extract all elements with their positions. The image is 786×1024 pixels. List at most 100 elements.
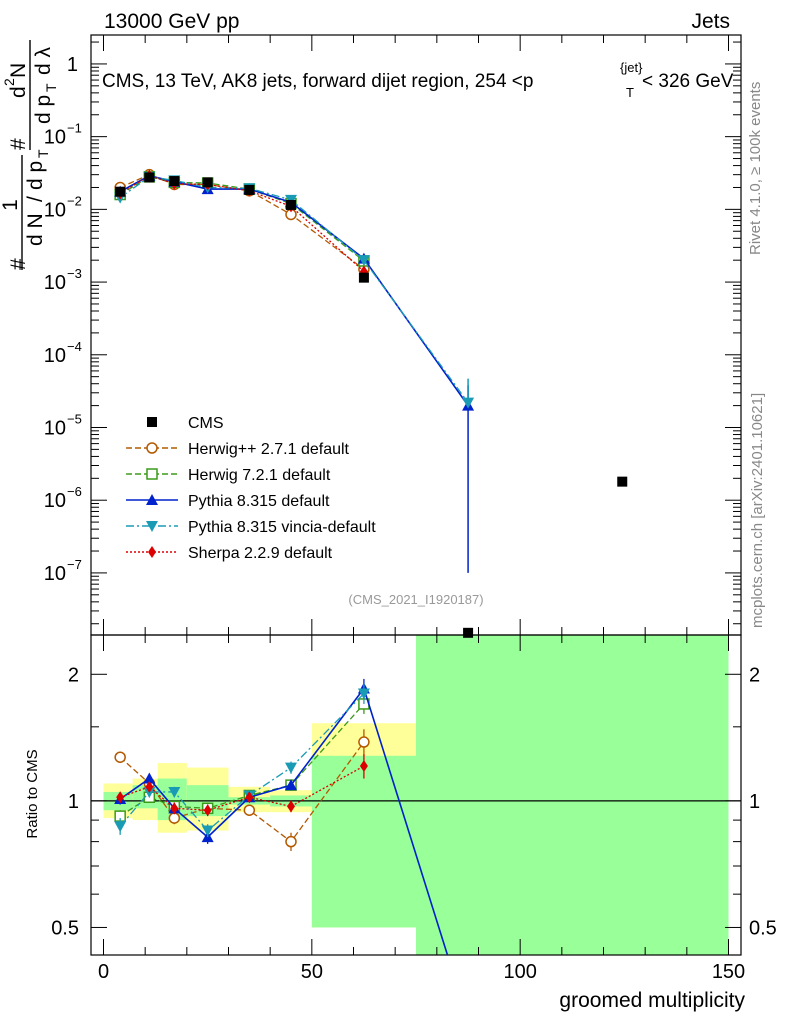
ratio-point-Herwig++ — [358, 736, 370, 748]
legend-marker-CMS — [147, 417, 157, 427]
series-line-Sherpa — [119, 175, 365, 272]
ylabel-hash-num: # — [7, 138, 30, 150]
data-point-CMS — [463, 627, 474, 638]
ratio-axes-box — [90, 634, 742, 956]
ylabel-slash: / — [24, 196, 47, 202]
ratio-point-Sherpa — [170, 802, 179, 815]
ylabel-denominator-2b: d λ — [32, 46, 55, 75]
title-superscript: {jet} — [620, 60, 643, 75]
series-point-Vincia — [462, 397, 475, 409]
ratio-point-Sherpa — [145, 780, 154, 793]
ratio-point-Sherpa — [245, 791, 254, 804]
ratio-ytick-label-right: 2 — [749, 664, 760, 686]
ratio-point-Pythia — [285, 779, 297, 791]
main-ytick-exponent: −3 — [67, 266, 82, 281]
header-right: Jets — [691, 10, 730, 33]
title-main: CMS, 13 TeV, AK8 jets, forward dijet reg… — [102, 71, 533, 92]
data-point-CMS — [358, 272, 369, 283]
mcplots-label: mcplots.cern.ch [arXiv:2401.10621] — [749, 393, 766, 628]
legend-label-CMS: CMS — [188, 415, 224, 432]
ratio-ytick-label-left: 2 — [68, 664, 79, 686]
ratio-point-Sherpa — [116, 791, 125, 804]
legend: CMS Herwig++ 2.7.1 default Herwig 7.2.1 de… — [126, 415, 376, 562]
ylabel-numerator-2-sup: 2 — [1, 78, 17, 86]
legend-label-Sherpa: Sherpa 2.2.9 default — [188, 545, 333, 562]
legend-label-Herwig++: Herwig++ 2.7.1 default — [188, 441, 350, 458]
data-point-CMS — [244, 184, 255, 195]
ratio-series-layer — [114, 678, 449, 955]
legend-label-Pythia: Pythia 8.315 default — [188, 493, 330, 510]
main-ytick-exponent: −1 — [67, 121, 82, 136]
ratio-point-Sherpa — [359, 760, 368, 773]
main-ytick-label: 10 — [44, 199, 66, 221]
ratio-ytick-label-right: 0.5 — [749, 917, 777, 939]
legend-label-Vincia: Pythia 8.315 vincia-default — [188, 519, 376, 536]
ratio-point-Vincia — [201, 825, 214, 837]
ratio-point-Vincia — [114, 821, 127, 833]
data-point-CMS — [286, 199, 296, 210]
data-point-CMS — [115, 186, 126, 197]
data-point-CMS — [617, 476, 628, 487]
ratio-xtick-label: 100 — [503, 961, 536, 983]
ratio-point-Vincia — [357, 688, 370, 700]
ratio-ytick-label-left: 0.5 — [51, 917, 79, 939]
ratio-ylabel: Ratio to CMS — [24, 749, 41, 838]
ratio-ytick-label-left: 1 — [68, 791, 79, 813]
main-ytick-exponent: −4 — [67, 339, 82, 354]
series-layer — [114, 168, 628, 638]
ratio-point-Herwig++ — [114, 751, 126, 763]
ylabel-dpt: d p — [24, 161, 47, 190]
ylabel-denominator-1: d N — [24, 213, 47, 246]
main-ylabel: 1 # d N / d p T # d 2 N d p T d λ — [0, 40, 59, 270]
ylabel-denominator-2a-sub: T — [43, 83, 59, 92]
main-ytick-label: 10 — [44, 272, 66, 294]
ratio-point-Vincia — [285, 762, 297, 774]
legend-label-Herwig7: Herwig 7.2.1 default — [188, 467, 331, 484]
ratio-point-Pythia — [143, 772, 156, 784]
data-point-CMS — [144, 172, 155, 183]
series-point-Vincia — [357, 255, 370, 267]
text-layer: 13000 GeV pp Jets Rivet 4.1.0, ≥ 100k ev… — [24, 10, 766, 1012]
ratio-ytick-label-right: 1 — [749, 791, 760, 813]
series-line-Vincia — [119, 176, 469, 403]
ylabel-dpt-sub: T — [35, 149, 51, 158]
ratio-xtick-label: 50 — [301, 961, 323, 983]
main-ytick-label: 10 — [44, 345, 66, 367]
ylabel-numerator-2-end: N — [7, 63, 30, 78]
ratio-bands — [103, 635, 729, 955]
x-axis-label: groomed multiplicity — [559, 989, 745, 1012]
title-end: < 326 GeV — [642, 71, 734, 92]
main-ytick-label: 10 — [44, 563, 66, 585]
plot-title: CMS, 13 TeV, AK8 jets, forward dijet reg… — [102, 60, 734, 100]
ratio-point-Herwig++ — [285, 835, 297, 848]
main-ytick-label: 10 — [44, 417, 66, 439]
ratio-point-Vincia — [168, 786, 181, 798]
main-ytick-label: 10 — [44, 127, 66, 149]
legend-marker-Herwig7 — [146, 468, 158, 480]
main-ytick-label: 10 — [44, 490, 66, 512]
main-panel-frame: 10 −710 −610 −510 −410 −310 −210 −11 — [44, 34, 742, 636]
analysis-tag: (CMS_2021_I1920187) — [348, 592, 483, 607]
main-ytick-exponent: −2 — [67, 193, 82, 208]
ratio-xtick-label: 0 — [98, 961, 109, 983]
rivet-label: Rivet 4.1.0, ≥ 100k events — [747, 82, 764, 255]
legend-marker-Sherpa — [148, 546, 156, 558]
ratio-point-Herwig++ — [168, 812, 181, 824]
main-ytick-label: 1 — [67, 54, 78, 76]
title-subscript: T — [626, 85, 634, 100]
ratio-point-Sherpa — [203, 804, 212, 817]
legend-marker-Pythia — [146, 494, 158, 505]
band-green-6 — [311, 755, 416, 928]
data-point-CMS — [202, 177, 213, 188]
main-ytick-exponent: −5 — [67, 411, 82, 426]
ratio-point-Sherpa — [287, 800, 295, 813]
main-ytick-exponent: −7 — [67, 557, 82, 572]
legend-marker-Herwig++ — [146, 442, 158, 454]
band-green-7 — [416, 635, 729, 955]
data-point-CMS — [169, 176, 180, 187]
main-ytick-exponent: −6 — [67, 484, 82, 499]
ratio-point-Herwig++ — [243, 804, 256, 816]
legend-marker-Vincia — [146, 521, 158, 532]
